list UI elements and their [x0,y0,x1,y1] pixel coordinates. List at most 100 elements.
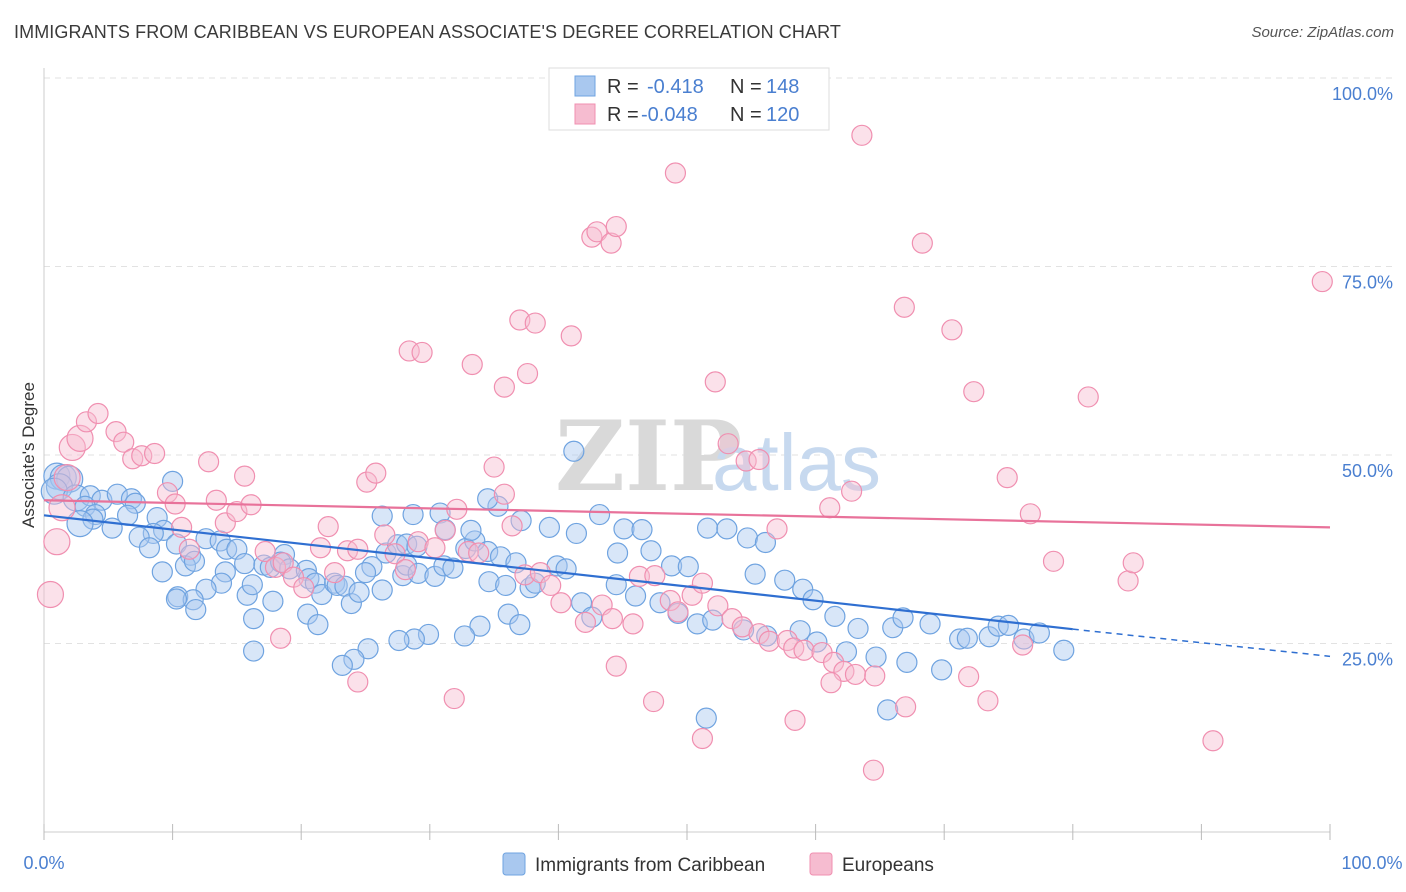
point-caribbean-125 [978,626,1000,648]
point-europeans-23 [254,540,276,563]
point-europeans-73 [864,665,886,687]
point-europeans-99 [1019,503,1041,525]
point-caribbean-144 [865,646,887,668]
y-axis-label: Associate's Degree [19,382,38,528]
point-europeans-97 [963,381,985,403]
point-caribbean-77 [478,571,500,593]
point-europeans-8 [105,421,127,443]
point-europeans-103 [1122,552,1144,574]
y-tick-label-100: 100.0% [1332,84,1393,104]
point-europeans-51 [574,611,597,633]
point-europeans-11 [131,445,153,467]
point-europeans-4 [58,433,86,462]
point-caribbean-55 [307,614,329,636]
point-europeans-6 [75,411,98,433]
point-europeans-0 [36,580,65,609]
point-europeans-118 [977,690,999,712]
point-caribbean-106 [606,542,629,564]
legend-r-value-caribbean: -0.418 [647,76,704,98]
point-europeans-38 [407,531,429,553]
point-europeans-1 [43,528,71,556]
point-europeans-112 [691,727,714,750]
point-caribbean-89 [388,629,410,652]
point-europeans-116 [895,696,917,718]
legend-n-label-europeans: N = [730,104,762,126]
point-europeans-94 [893,296,915,318]
point-caribbean-94 [371,505,393,527]
point-caribbean-98 [460,519,482,542]
bottom-legend: Immigrants from Caribbean Europeans [502,852,934,876]
point-europeans-81 [560,325,582,347]
point-caribbean-92 [331,654,353,676]
point-caribbean-142 [806,631,828,653]
point-caribbean-39 [236,584,258,606]
legend-swatch-caribbean [574,75,596,97]
point-europeans-53 [601,608,624,630]
point-caribbean-20 [165,533,188,555]
x-tick-label-max: 100.0% [1341,853,1402,873]
point-europeans-110 [605,655,627,677]
point-europeans-87 [704,371,726,393]
point-europeans-27 [293,577,315,599]
point-europeans-84 [600,232,622,254]
x-tick-label-min: 0.0% [23,853,64,873]
point-caribbean-31 [234,552,256,575]
point-europeans-35 [374,524,396,546]
point-caribbean-65 [371,579,393,601]
point-caribbean-57 [340,592,362,615]
point-caribbean-8 [106,483,128,505]
point-europeans-106 [1311,270,1333,293]
y-tick-labels: 100.0% 75.0% 50.0% 25.0% [1332,84,1393,670]
point-europeans-60 [691,572,714,594]
point-caribbean-88 [403,628,425,650]
point-europeans-33 [356,471,378,493]
point-europeans-102 [1117,570,1139,592]
point-europeans-9 [113,431,135,453]
point-europeans-16 [178,538,200,560]
point-europeans-19 [214,512,236,534]
x-ticks [43,824,1331,840]
chart-source: Source: ZipAtlas.com [1251,24,1394,41]
point-europeans-50 [550,592,572,614]
point-europeans-21 [234,465,256,487]
point-caribbean-124 [956,627,978,649]
trend-line-extension-caribbean [1072,628,1331,658]
point-caribbean-84 [509,614,531,636]
point-europeans-46 [501,515,523,537]
legend-n-label-caribbean: N = [730,76,762,98]
point-caribbean-25 [183,550,206,572]
point-caribbean-93 [243,640,265,662]
point-europeans-76 [461,353,483,376]
point-europeans-56 [644,565,666,587]
point-europeans-114 [820,672,842,694]
point-europeans-88 [717,433,739,455]
point-caribbean-148 [877,699,899,721]
point-europeans-93 [841,480,863,502]
point-europeans-65 [758,630,780,652]
point-caribbean-151 [162,470,184,492]
point-caribbean-109 [677,555,699,578]
bottom-legend-label-caribbean: Immigrants from Caribbean [535,855,765,876]
point-caribbean-82 [555,558,577,580]
point-europeans-17 [198,451,220,473]
point-europeans-40 [434,519,456,542]
point-caribbean-90 [357,638,379,660]
point-caribbean-38 [185,598,207,621]
point-europeans-18 [205,489,227,511]
point-europeans-113 [784,709,806,732]
point-europeans-20 [226,500,248,523]
legend-r-label-caribbean: R = [607,76,639,98]
point-caribbean-64 [354,562,377,584]
point-caribbean-51 [326,574,348,597]
point-caribbean-112 [736,527,759,549]
point-europeans-61 [707,595,729,617]
series-europeans [36,124,1333,781]
point-caribbean-119 [847,617,869,640]
point-europeans-78 [516,362,539,385]
point-europeans-105 [851,124,873,146]
point-europeans-72 [844,663,867,686]
bottom-legend-swatch-europeans [809,852,833,876]
point-europeans-90 [748,448,770,471]
point-caribbean-138 [702,609,724,631]
